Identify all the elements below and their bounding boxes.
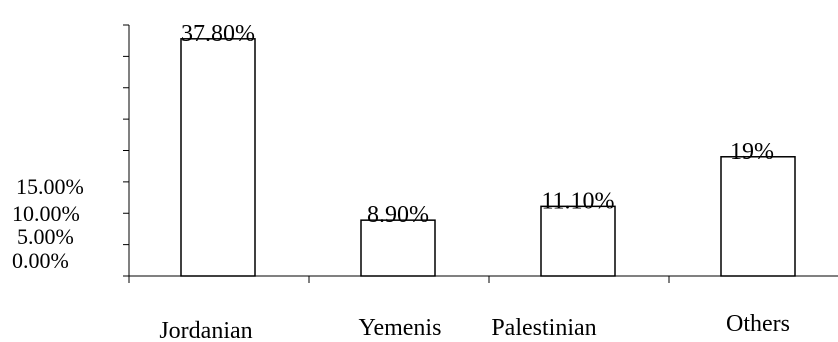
bar-others <box>720 156 796 277</box>
y-axis-ticks <box>123 24 129 277</box>
data-label-jordanian: 37.80% <box>181 21 255 47</box>
data-label-palestinian: 11.10% <box>541 188 614 214</box>
y-tick-label-3: 15.00% <box>16 174 84 199</box>
data-label-yemenis: 8.90% <box>367 202 429 228</box>
x-axis-ticks <box>128 276 670 283</box>
data-label-others: 19% <box>730 139 774 165</box>
y-axis-tick-labels: 0.00% 5.00% 10.00% 15.00% <box>12 174 84 273</box>
category-label-yemenis: Yemenis <box>359 315 442 341</box>
category-label-palestinian: Palestinian <box>491 315 596 341</box>
y-tick-label-2: 10.00% <box>12 201 80 226</box>
bar-palestinian <box>540 205 616 277</box>
category-label-jordanian: Jordanian <box>159 318 252 342</box>
category-label-others: Others <box>726 311 790 337</box>
y-tick-label-0: 0.00% <box>12 248 69 273</box>
y-tick-label-1: 5.00% <box>17 224 74 249</box>
data-labels-group: 37.80% 8.90% 11.10% 19% <box>181 21 774 228</box>
bars-group <box>180 38 796 277</box>
bar-jordanian <box>180 38 256 277</box>
bar-yemenis <box>360 219 436 277</box>
category-labels-group: Jordanian Yemenis Palestinian Others <box>159 311 790 342</box>
